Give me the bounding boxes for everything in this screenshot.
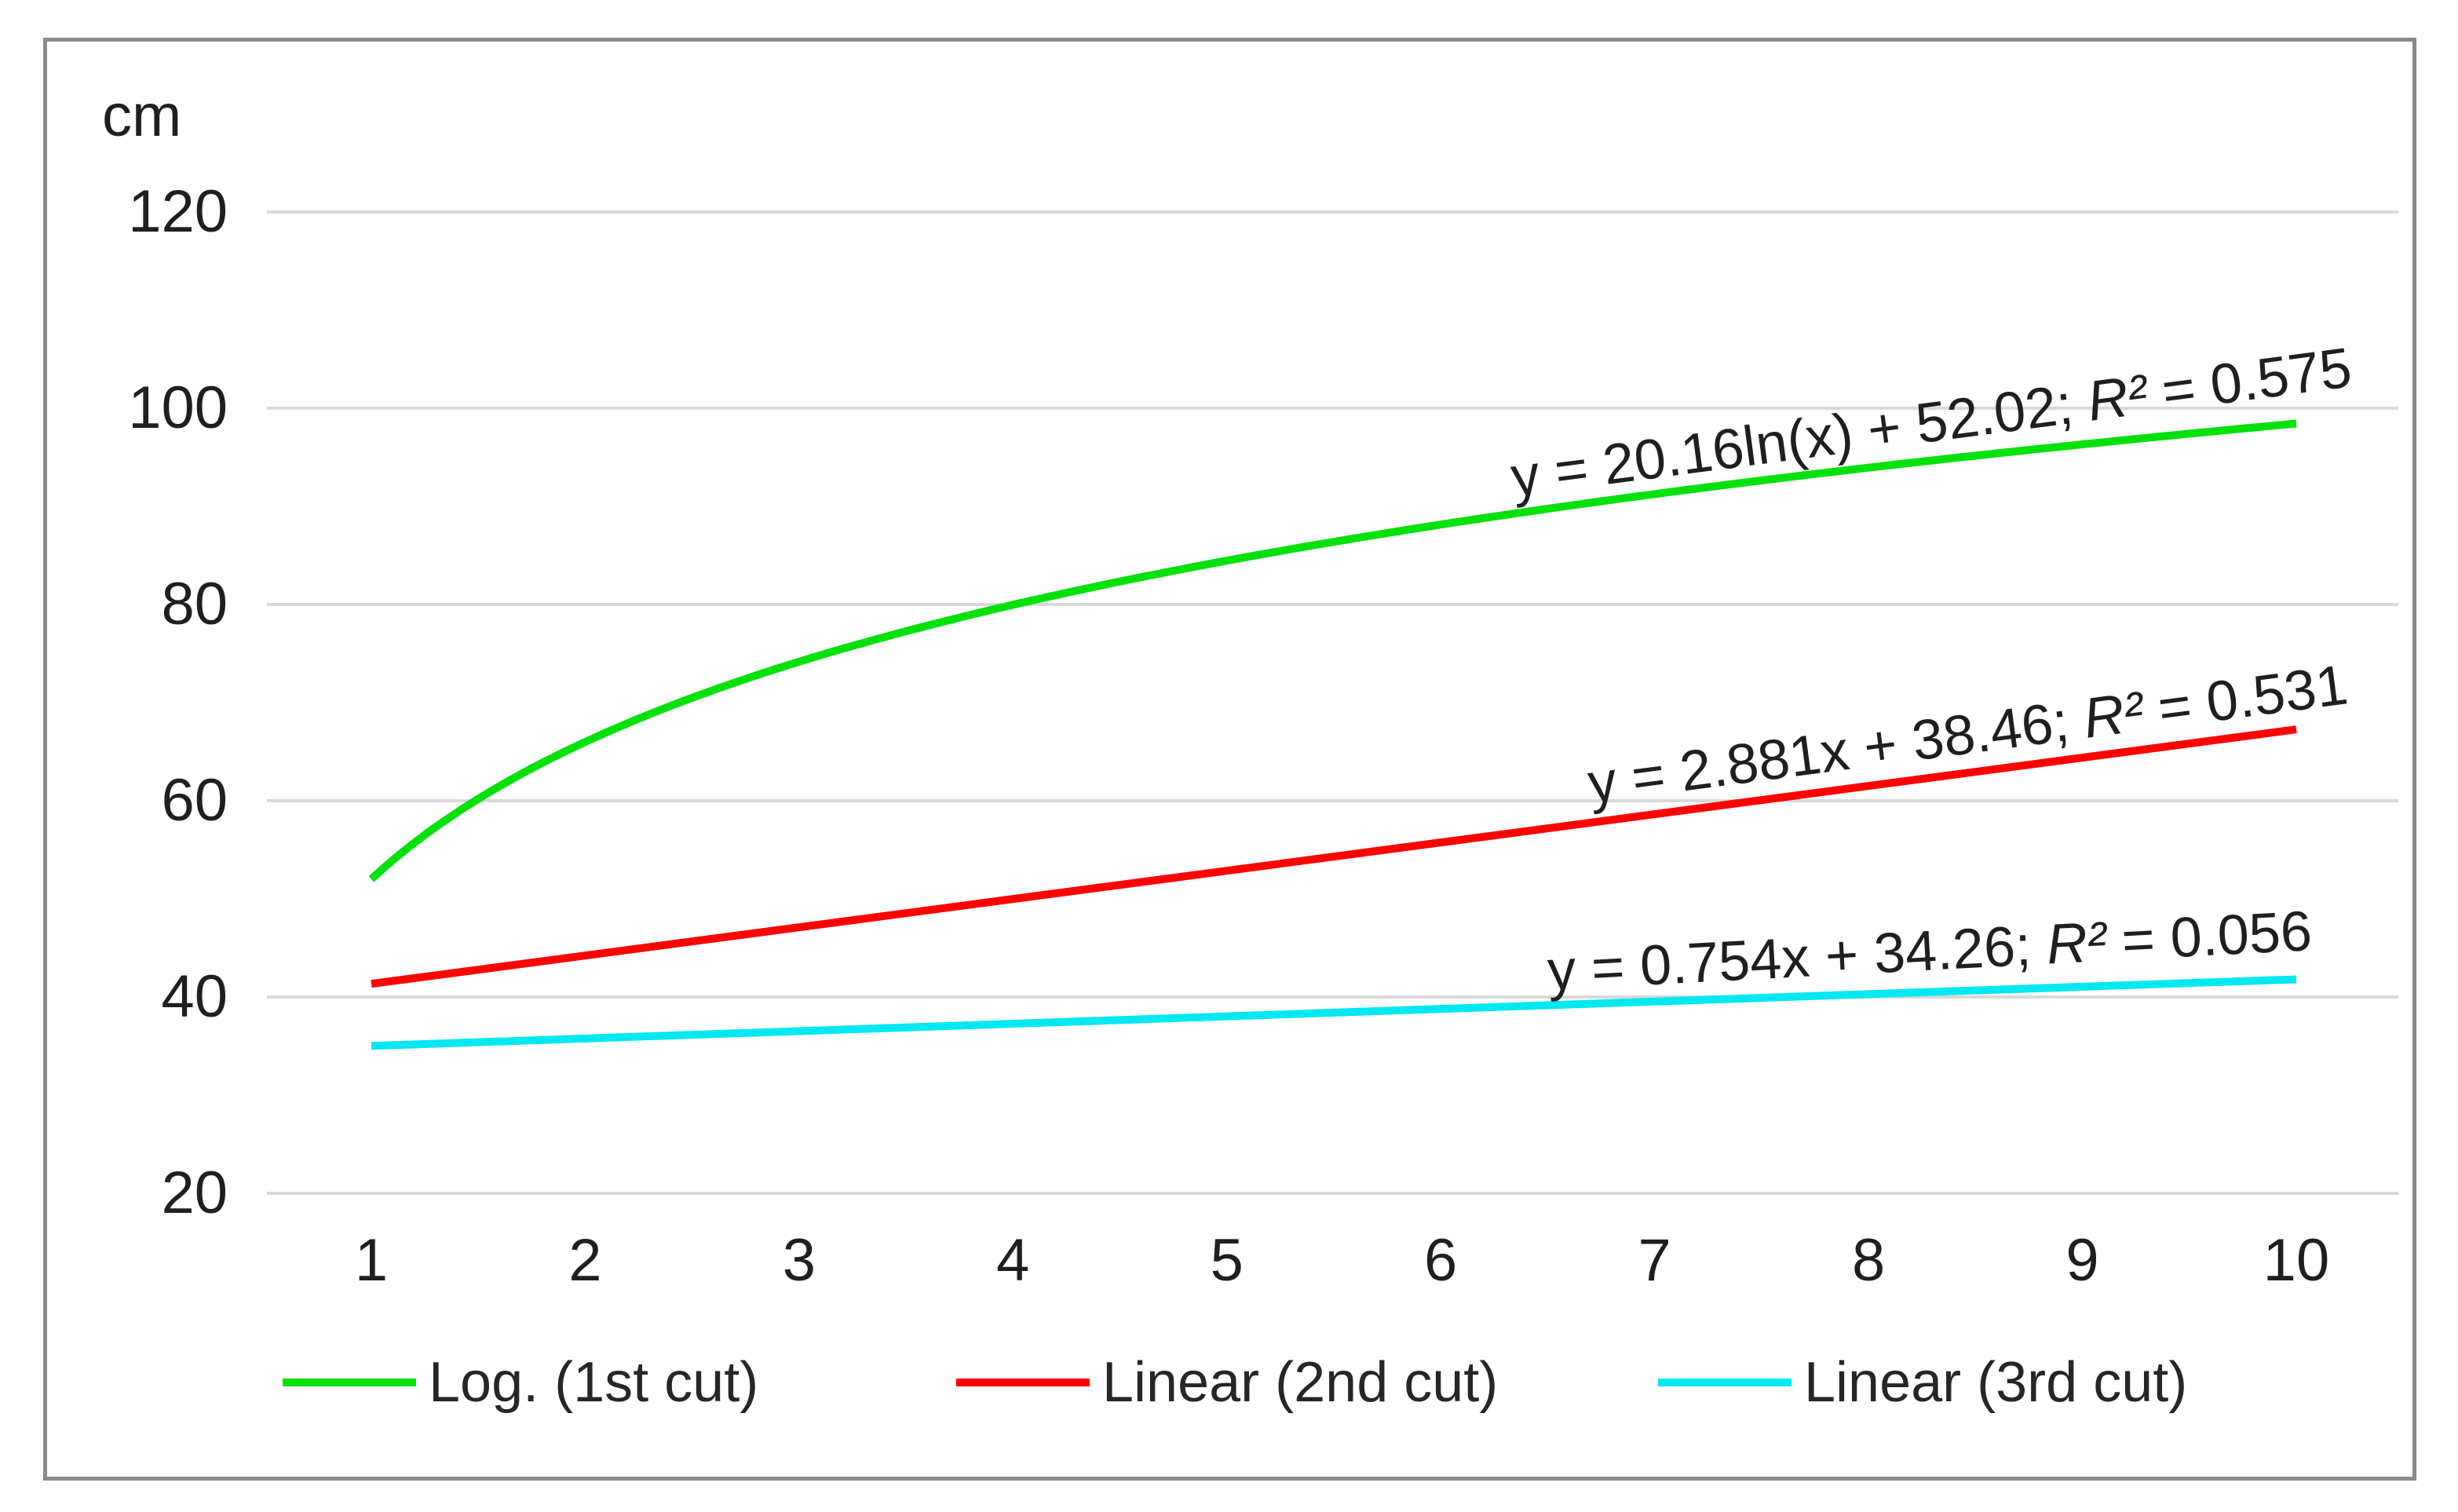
legend-item-linear-2nd-cut[interactable]: Linear (2nd cut)	[956, 1343, 1498, 1422]
legend-line-swatch-log-1st-cut	[283, 1379, 416, 1386]
trendline-log-1st-cut[interactable]	[368, 419, 2297, 882]
x-axis-tick-label: 5	[1210, 1227, 1244, 1294]
legend-label: Linear (3rd cut)	[1804, 1351, 2188, 1414]
gridline	[267, 407, 2398, 410]
gridline	[267, 1192, 2398, 1195]
x-axis-tick-label: 7	[1638, 1227, 1671, 1294]
r-squared-symbol: R²	[2080, 680, 2148, 751]
y-axis-tick-label: 40	[161, 963, 228, 1030]
r-squared-value: = 0.056	[2105, 900, 2314, 973]
legend-line-swatch-linear-2nd-cut	[956, 1379, 1090, 1386]
x-axis-tick-label: 10	[2263, 1227, 2330, 1294]
trendline-linear-2nd-cut[interactable]	[371, 725, 2297, 988]
legend-item-log-1st-cut[interactable]: Log. (1st cut)	[283, 1343, 758, 1422]
x-axis-tick-label: 8	[1851, 1227, 1886, 1294]
chart-border	[43, 38, 2416, 1481]
x-axis-tick-label: 3	[782, 1227, 816, 1294]
r-squared-symbol: R²	[2045, 910, 2109, 977]
legend-label: Linear (2nd cut)	[1102, 1351, 1499, 1414]
trendline-linear-3rd-cut[interactable]	[371, 975, 2297, 1050]
gridline	[267, 799, 2398, 802]
y-axis-tick-label: 80	[161, 571, 228, 637]
x-axis-tick-label: 2	[568, 1227, 602, 1294]
gridline	[267, 210, 2398, 214]
r-squared-symbol: R²	[2084, 363, 2152, 433]
legend-item-linear-3rd-cut[interactable]: Linear (3rd cut)	[1658, 1343, 2187, 1422]
x-axis-tick-label: 1	[354, 1227, 389, 1294]
x-axis-tick-label: 6	[1424, 1227, 1458, 1294]
legend-line-swatch-linear-3rd-cut	[1658, 1379, 1791, 1386]
y-axis-unit-label: cm	[102, 82, 182, 149]
gridline	[267, 995, 2398, 999]
x-axis-tick-label: 4	[996, 1227, 1030, 1294]
y-axis-tick-label: 20	[161, 1160, 228, 1226]
y-axis-tick-label: 60	[161, 767, 228, 834]
y-axis-tick-label: 120	[128, 178, 228, 245]
x-axis-tick-label: 9	[2065, 1227, 2099, 1294]
gridline	[267, 603, 2398, 606]
legend-label: Log. (1st cut)	[429, 1351, 759, 1414]
y-axis-tick-label: 100	[128, 374, 228, 441]
